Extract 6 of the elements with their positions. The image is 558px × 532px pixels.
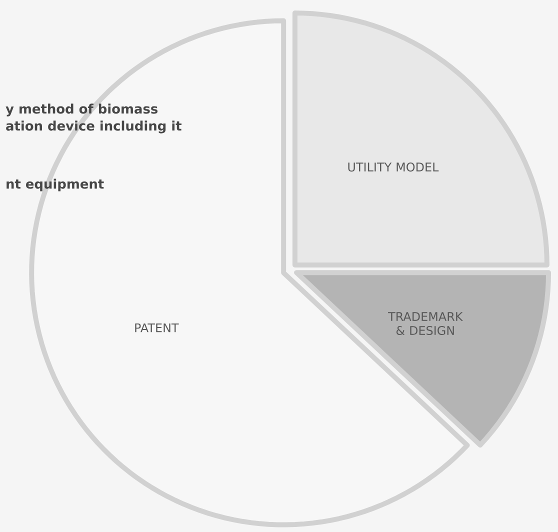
slice-label: UTILITY MODEL — [348, 162, 439, 172]
text: ation device including it — [6, 120, 182, 134]
text: nt equipment — [6, 178, 104, 192]
text: y method of biomass — [6, 104, 158, 116]
slice-label: TRADEMARK & DESIGN — [388, 312, 464, 336]
slice-label: PATENT — [135, 323, 179, 332]
